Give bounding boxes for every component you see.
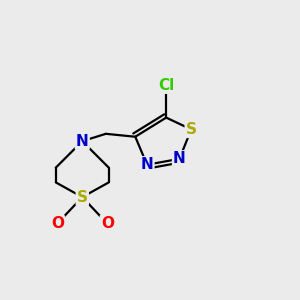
Text: Cl: Cl bbox=[158, 78, 174, 93]
Text: N: N bbox=[173, 151, 186, 166]
Text: S: S bbox=[186, 122, 197, 137]
Text: O: O bbox=[51, 216, 64, 231]
Text: N: N bbox=[141, 157, 153, 172]
Text: N: N bbox=[76, 134, 89, 149]
Text: S: S bbox=[77, 190, 88, 205]
Text: O: O bbox=[101, 216, 114, 231]
